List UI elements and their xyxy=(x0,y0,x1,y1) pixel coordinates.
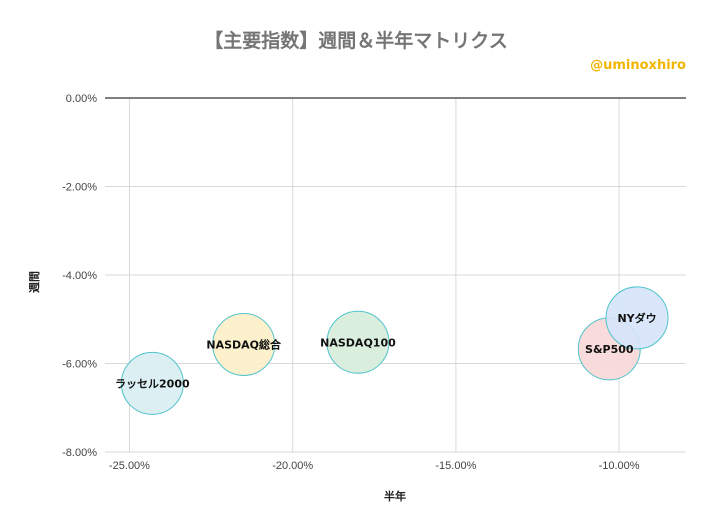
y-tick-label: -4.00% xyxy=(62,270,97,282)
x-tick-label: -10.00% xyxy=(599,460,640,472)
y-axis-title: 週間 xyxy=(27,271,41,293)
x-tick-label: -20.00% xyxy=(272,460,313,472)
credit-handle: @uminoxhiro xyxy=(590,58,686,73)
bubble xyxy=(605,286,669,350)
bubble-label: NASDAQ100 xyxy=(320,336,396,349)
x-axis-title: 半年 xyxy=(384,489,406,503)
y-tick-label: 0.00% xyxy=(66,93,97,105)
y-tick-label: -6.00% xyxy=(62,359,97,371)
axis-ticks: -25.00% -20.00% -15.00% -10.00% 0.00% -2.00% -… xyxy=(62,93,640,472)
x-tick-label: -15.00% xyxy=(435,460,476,472)
y-tick-label: -2.00% xyxy=(62,182,97,194)
chart-title: 【主要指数】週間＆半年マトリクス xyxy=(204,30,508,52)
bubble-label: ラッセル2000 xyxy=(115,377,190,390)
bubble xyxy=(120,351,184,415)
y-tick-label: -8.00% xyxy=(62,447,97,459)
bubble-label: S&P500 xyxy=(585,343,634,356)
bubble-labels: ラッセル2000 NASDAQ総合 NASDAQ100 S&P500 NYダウ xyxy=(115,311,657,390)
bubbles xyxy=(120,286,669,415)
grid xyxy=(105,97,686,453)
x-tick-label: -25.00% xyxy=(109,460,150,472)
bubble-label: NYダウ xyxy=(617,311,656,325)
bubble-label: NASDAQ総合 xyxy=(206,337,282,351)
bubble xyxy=(326,310,390,374)
bubble xyxy=(212,312,276,376)
